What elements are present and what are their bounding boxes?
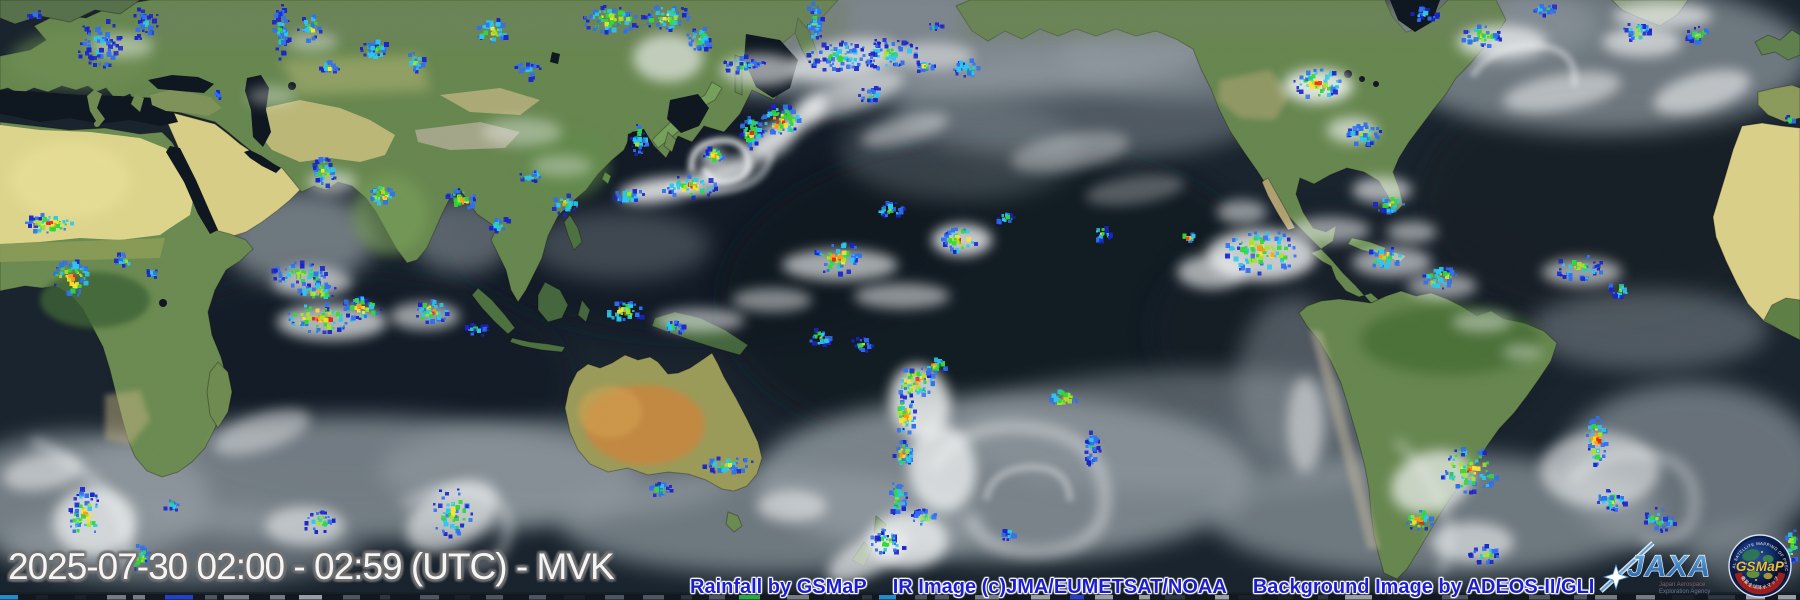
jaxa-swoosh (1600, 542, 1654, 592)
credit-rainfall: Rainfall by GSMaP (690, 576, 867, 598)
jaxa-star-icon (1602, 563, 1630, 591)
jaxa-logo: JAXA Japan Aerospace Exploration Agency (1599, 541, 1711, 595)
credit-background: Background Image by ADEOS-II/GLI (1252, 576, 1595, 598)
gsmap-globe-land (1742, 549, 1774, 581)
credits-line: Rainfall by GSMaP IR Image (c)JMA/EUMETSA… (690, 577, 1594, 597)
gsmap-banner-arc (1734, 572, 1786, 595)
timestamp-label: 2025-07-30 02:00 - 02:59 (UTC) - MVK (8, 546, 615, 587)
credit-ir-image: IR Image (c)JMA/EUMETSAT/NOAA (892, 576, 1227, 598)
jaxa-wordmark: JAXA (1627, 550, 1711, 583)
gsmap-logo: JAXA - GLOBAL SATELLITE MAPPING OF PRECI… (1726, 532, 1792, 598)
gsmap-wordmark: GSMaP (1736, 559, 1785, 574)
jaxa-tagline-line1: Japan Aerospace (1659, 582, 1706, 588)
jaxa-tagline-line2: Exploration Agency (1659, 589, 1710, 595)
